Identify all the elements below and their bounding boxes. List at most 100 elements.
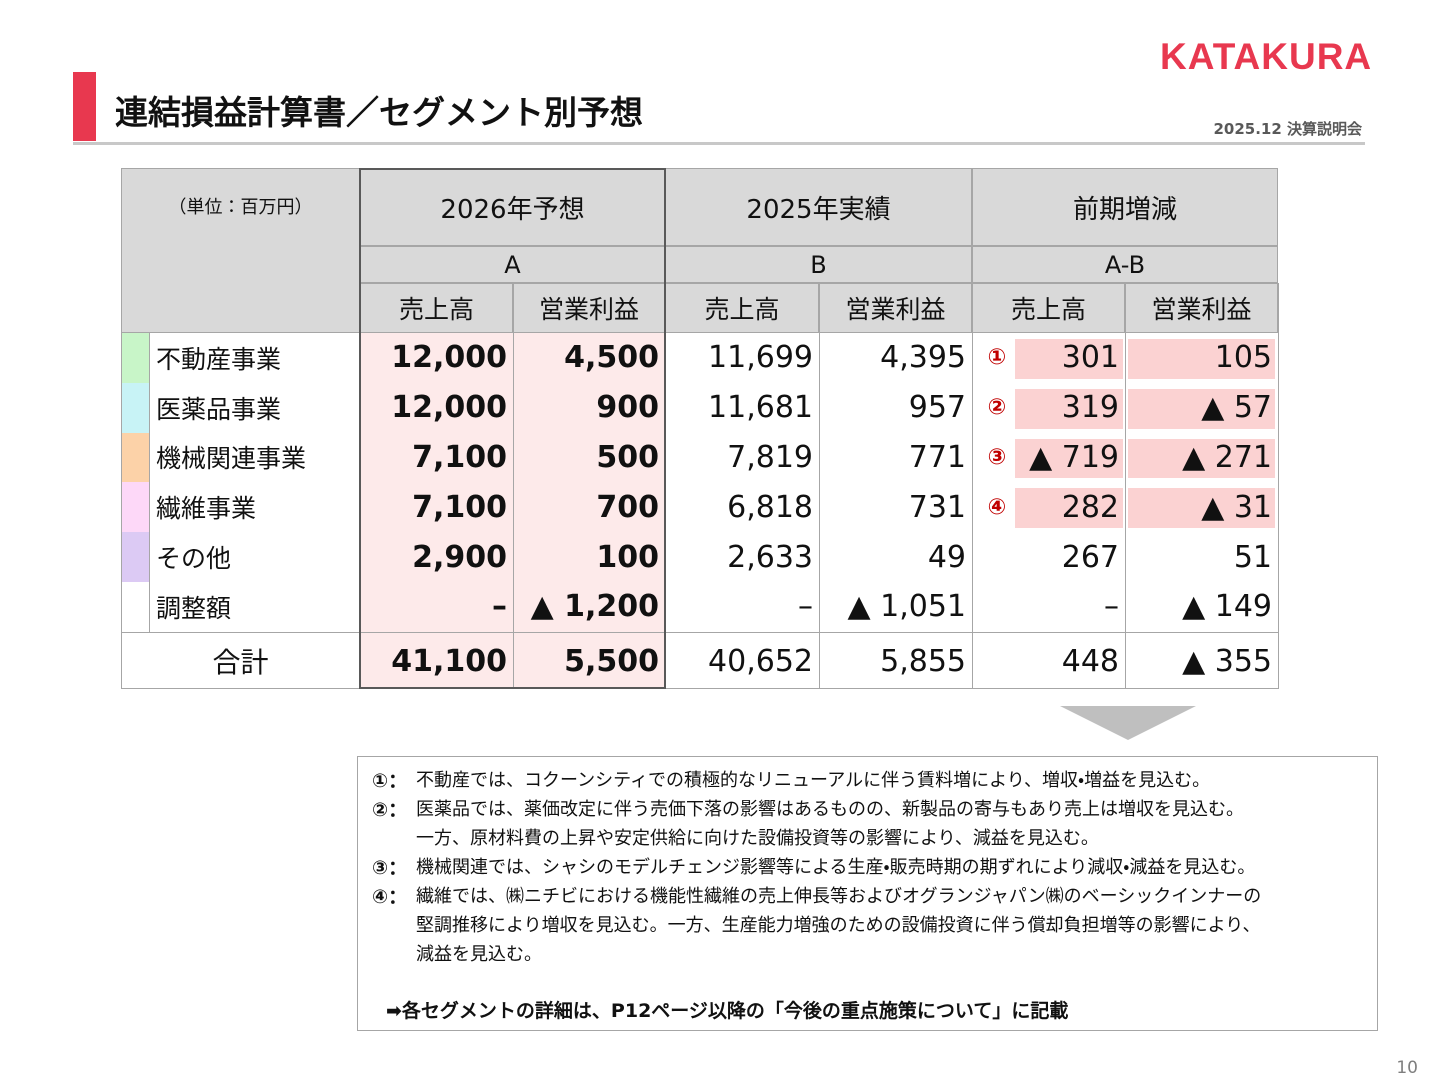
title: 連結損益計算書／セグメント別予想 <box>115 93 643 132</box>
highlight <box>1015 438 1123 479</box>
cell: ▲ 1,051 <box>847 589 967 625</box>
column-header: 営業利益 <box>819 283 972 333</box>
cell: – <box>1104 589 1119 625</box>
cell: 957 <box>908 390 966 426</box>
cell: ▲ 57 <box>1201 390 1272 426</box>
footnote: ➡各セグメントの詳細は、P12ページ以降の「今後の重点施策について」に記載 <box>386 1000 1069 1022</box>
cell: 6,818 <box>727 489 813 525</box>
cell: 731 <box>908 489 966 525</box>
cell: ▲ 355 <box>1125 632 1278 689</box>
cell: ▲ 31 <box>1201 489 1272 525</box>
cell: 100 <box>596 539 659 575</box>
cell: ▲ 1,200 <box>530 589 659 625</box>
cell: 4,500 <box>564 340 659 376</box>
cell: – <box>492 589 507 625</box>
cell: 771 <box>908 439 966 475</box>
column-header: 営業利益 <box>1125 283 1278 333</box>
swatch <box>121 333 150 383</box>
header-cell: （単位：百万円） <box>121 168 360 333</box>
grid-line <box>513 283 514 689</box>
cell: ▲ 271 <box>1182 439 1272 475</box>
grid-line <box>972 283 973 689</box>
highlight <box>1128 339 1275 379</box>
row-label: 繊維事業 <box>156 494 257 524</box>
note-line: 一方、原材料費の上昇や安定供給に向けた設備投資等の影響により、減益を見込む。 <box>416 828 1099 849</box>
cell: 40,652 <box>665 632 819 689</box>
cell: 301 <box>1061 340 1119 376</box>
total-label: 合計 <box>121 632 360 689</box>
cell: 7,100 <box>412 439 507 475</box>
highlight <box>1015 388 1123 429</box>
marker: ③ <box>987 444 1007 470</box>
cell: 267 <box>1061 539 1119 575</box>
cell: 11,699 <box>708 340 813 376</box>
group-sub: A-B <box>972 246 1278 283</box>
grid-line <box>121 333 122 689</box>
pink-band <box>360 333 665 689</box>
cell: 5,855 <box>819 632 972 689</box>
cell: 51 <box>1233 539 1272 575</box>
highlight <box>1015 488 1123 529</box>
cell: 12,000 <box>391 390 507 426</box>
highlight <box>1128 438 1275 479</box>
cell: 2,633 <box>727 539 813 575</box>
note-line: 繊維では、㈱ニチビにおける機能性繊維の売上伸長等およびオグランジャパン㈱のベーシ… <box>416 886 1262 907</box>
group-sub: B <box>665 246 972 283</box>
logo: KATAKURA <box>1160 36 1373 77</box>
group-title: 前期増減 <box>972 168 1278 246</box>
cell: 7,819 <box>727 439 813 475</box>
column-header: 売上高 <box>665 283 819 333</box>
arrow <box>1060 706 1196 740</box>
note-marker: ③： <box>372 857 408 879</box>
row-label: 調整額 <box>156 593 232 623</box>
column-header: 営業利益 <box>513 283 665 333</box>
marker: ① <box>987 345 1007 371</box>
cell: 282 <box>1061 489 1119 525</box>
cell: 2,900 <box>412 539 507 575</box>
cell: 500 <box>596 439 659 475</box>
grid-line <box>121 688 1278 689</box>
highlight <box>1128 388 1275 429</box>
subtitle: 2025.12 決算説明会 <box>1213 120 1362 138</box>
frame <box>359 168 666 689</box>
cell: 7,100 <box>412 489 507 525</box>
page-number: 10 <box>1396 1058 1418 1078</box>
title-bar <box>73 72 96 141</box>
notes-box <box>357 756 1378 1031</box>
cell: ▲ 149 <box>1182 589 1272 625</box>
note-marker: ④： <box>372 886 408 908</box>
cell: 105 <box>1214 340 1272 376</box>
cell: 5,500 <box>513 632 665 689</box>
cell: 49 <box>927 539 966 575</box>
grid-line <box>819 283 820 689</box>
cell: 11,681 <box>708 390 813 426</box>
group-title: 2025年実績 <box>665 168 972 246</box>
note-line: 医薬品では、薬価改定に伴う売価下落の影響はあるものの、新製品の寄与もあり売上は増… <box>416 799 1244 820</box>
marker: ② <box>987 395 1007 421</box>
note-line: 堅調推移により増収を見込む。一方、生産能力増強のための設備投資に伴う償却負担増等… <box>416 915 1261 936</box>
cell: 12,000 <box>391 340 507 376</box>
group-sub: A <box>360 246 665 283</box>
grid-line <box>1125 283 1126 689</box>
cell: ▲ 719 <box>1029 439 1119 475</box>
highlight <box>1015 339 1123 379</box>
cell: – <box>798 589 813 625</box>
cell: 4,395 <box>880 340 966 376</box>
grid-line <box>1278 283 1279 689</box>
note-marker: ①： <box>372 770 408 792</box>
column-header: 売上高 <box>972 283 1125 333</box>
swatch <box>121 482 150 533</box>
note-marker: ②： <box>372 799 408 821</box>
cell: 41,100 <box>360 632 513 689</box>
swatch <box>121 582 150 632</box>
swatch <box>121 532 150 582</box>
row-label: 不動産事業 <box>156 344 282 374</box>
note-line: 不動産では、コクーンシティでの積極的なリニューアルに伴う賃料増により、増収・増益… <box>416 770 1211 791</box>
note-line: 機械関連では、シャシのモデルチェンジ影響等による生産・販売時期の期ずれにより減収… <box>416 857 1256 878</box>
row-label: 機械関連事業 <box>156 444 307 474</box>
swatch <box>121 382 150 433</box>
cell: 319 <box>1061 390 1119 426</box>
cell: 900 <box>596 390 659 426</box>
column-header: 売上高 <box>360 283 513 333</box>
